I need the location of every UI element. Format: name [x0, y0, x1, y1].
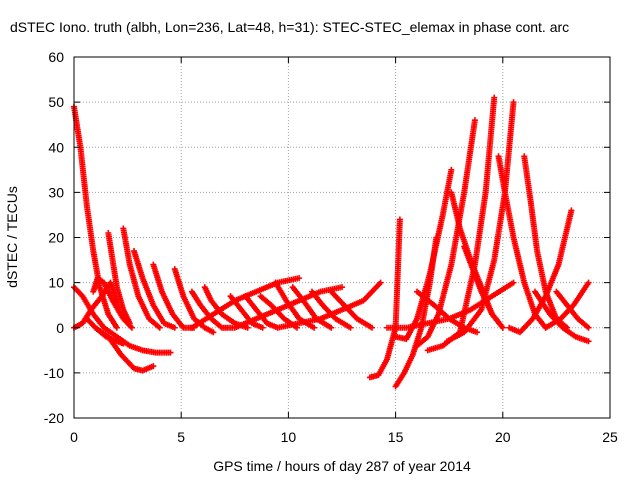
series-arc-23 — [274, 279, 384, 331]
data-point — [328, 324, 335, 331]
series-arc-24 — [366, 216, 403, 381]
data-point — [347, 324, 354, 331]
data-point — [120, 340, 127, 347]
data-series — [71, 94, 592, 390]
data-point — [510, 279, 517, 286]
data-point — [128, 324, 135, 331]
data-point — [471, 117, 478, 124]
series-arc-06 — [92, 324, 127, 347]
data-point — [510, 99, 517, 106]
series-arc-21 — [188, 275, 303, 331]
series-arc-39 — [384, 279, 517, 331]
data-point — [369, 324, 376, 331]
x-tick-label: 25 — [602, 429, 618, 445]
x-tick-label: 5 — [177, 429, 185, 445]
chart-title: dSTEC Iono. truth (albh, Lon=236, Lat=48… — [10, 19, 569, 35]
data-point — [491, 94, 498, 101]
series-arc-38 — [542, 279, 592, 331]
data-point — [296, 275, 303, 282]
series-arc-26 — [392, 166, 455, 343]
data-point — [568, 207, 575, 214]
y-tick-label: 20 — [48, 230, 64, 246]
data-point — [167, 349, 174, 356]
x-tick-label: 20 — [495, 429, 511, 445]
data-point — [156, 324, 163, 331]
data-point — [377, 279, 384, 286]
y-tick-label: 30 — [48, 184, 64, 200]
series-arc-33 — [495, 153, 549, 331]
y-axis-title: dSTEC / TECUs — [4, 186, 20, 288]
series-arc-32 — [461, 243, 506, 331]
series-arc-07 — [105, 229, 133, 327]
data-point — [585, 279, 592, 286]
series-arc-02 — [71, 284, 174, 356]
x-tick-label: 10 — [281, 429, 297, 445]
data-point — [244, 324, 251, 331]
data-point — [171, 324, 178, 331]
data-point — [113, 324, 120, 331]
series-arc-08 — [120, 225, 163, 331]
data-point — [126, 320, 133, 327]
axis-ticks: 0 5 10 15 20 25 -20 -10 0 10 20 30 40 50 60 — [44, 49, 618, 445]
y-tick-label: 0 — [56, 320, 64, 336]
data-point — [499, 324, 506, 331]
data-point — [474, 329, 481, 336]
y-tick-label: 40 — [48, 139, 64, 155]
y-tick-label: 60 — [48, 49, 64, 65]
x-axis-title: GPS time / hours of day 287 of year 2014 — [213, 458, 471, 474]
data-point — [210, 329, 217, 336]
series-arc-19 — [308, 288, 354, 331]
series-arc-09 — [131, 248, 178, 331]
y-tick-label: -10 — [44, 365, 64, 381]
data-point — [585, 324, 592, 331]
data-point — [585, 338, 592, 345]
data-point — [448, 166, 455, 173]
data-point — [339, 284, 345, 291]
y-tick-label: -20 — [44, 410, 64, 426]
x-tick-label: 15 — [388, 429, 404, 445]
series-arc-35 — [506, 207, 575, 336]
series-arc-28 — [424, 94, 498, 354]
x-tick-label: 0 — [70, 429, 78, 445]
series-arc-22 — [231, 284, 345, 331]
gridlines — [74, 57, 610, 418]
data-point — [259, 324, 266, 331]
y-tick-label: 50 — [48, 94, 64, 110]
data-point — [150, 363, 157, 370]
series-arc-05 — [90, 275, 135, 331]
series-arc-11 — [171, 266, 217, 336]
y-tick-label: 10 — [48, 275, 64, 291]
data-point — [396, 216, 403, 223]
series-arc-01 — [71, 103, 120, 331]
series-arc-36 — [531, 288, 592, 345]
data-point — [311, 324, 318, 331]
